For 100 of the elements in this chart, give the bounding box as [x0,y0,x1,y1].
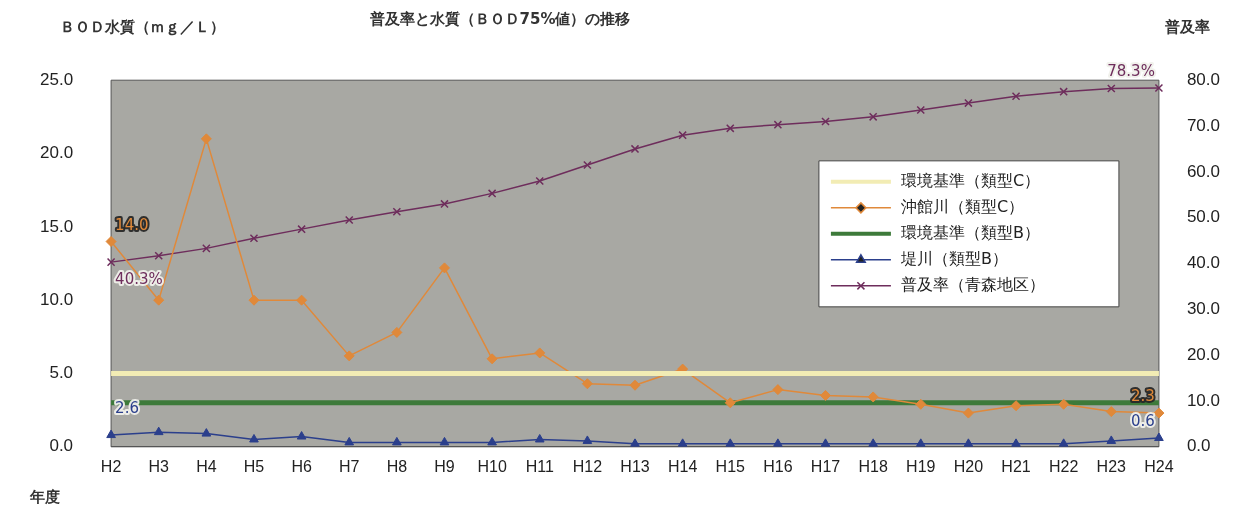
x-tick-label: H6 [291,457,312,475]
point [1154,83,1164,93]
point [153,426,164,436]
point [105,236,117,247]
x-tick-label: H14 [667,457,698,475]
point [153,294,165,306]
y2-tick-label: 70.0 [1186,115,1221,135]
point [391,326,403,338]
y-tick-label: 5.0 [49,363,74,383]
x-tick-label: H3 [148,457,170,475]
y2-tick-label: 40.0 [1186,253,1221,273]
point [249,234,259,243]
point [154,251,163,260]
x-tick-label: H12 [572,457,603,475]
point [582,435,593,444]
point [724,397,736,409]
point [915,398,927,410]
point [1105,406,1117,418]
data-label: 0.6 [1131,412,1155,431]
x-tick-label: H22 [1048,457,1079,475]
point [1058,398,1070,410]
point [440,199,449,209]
point [581,378,593,390]
x-tick-label: H13 [620,457,650,475]
legend-label: 堤川（類型B） [899,249,1008,269]
point [392,436,402,446]
x-tick-label: H20 [953,457,984,475]
point [392,207,402,216]
legend-label: 環境基準（類型B） [900,223,1040,243]
x-tick-label: H11 [525,457,554,475]
y2-axis-title: 普及率 [1165,18,1210,37]
point [249,433,259,443]
point [1106,435,1117,444]
x-axis-title: 年度 [30,488,60,507]
x-tick-label: H15 [715,457,746,475]
point [106,429,116,439]
y2-tick-label: 20.0 [1186,344,1221,364]
y2-tick-label: 30.0 [1186,299,1221,319]
point [200,133,212,145]
y-tick-label: 10.0 [39,289,74,309]
data-label: 78.3% [1107,62,1155,81]
point [1154,432,1164,441]
point [343,350,355,362]
y2-tick-label: 0.0 [1186,436,1211,456]
y-tick-label: 15.0 [39,216,74,236]
point [915,438,926,447]
point [296,431,307,440]
y-tick-label: 0.0 [49,436,74,456]
y-tick-label: 20.0 [39,143,74,163]
x-tick-label: H17 [810,457,841,475]
y2-tick-label: 60.0 [1186,161,1221,181]
point [867,391,879,403]
point [964,98,973,108]
y2-tick-label: 80.0 [1186,69,1221,89]
x-tick-label: H7 [339,457,360,475]
x-tick-label: H18 [858,457,888,475]
x-tick-label: H21 [1001,457,1031,475]
x-tick-label: H8 [386,457,408,475]
point [725,438,736,447]
point [534,347,546,359]
point [868,112,878,122]
point [486,353,498,365]
point [344,215,354,225]
point [630,144,640,154]
x-tick-label: H2 [100,457,122,475]
point [438,262,450,274]
point [868,438,878,447]
point [106,257,116,267]
y2-tick-label: 10.0 [1186,390,1221,410]
point [916,105,926,115]
point [344,436,355,446]
point [1011,438,1021,447]
point [821,117,830,126]
point [1011,91,1021,101]
data-label: 14.0 [115,215,149,234]
x-tick-label: H16 [763,457,793,475]
y2-tick-label: 50.0 [1186,207,1221,227]
legend-label: 環境基準（類型C） [900,171,1041,191]
point [202,244,211,253]
point [630,438,640,447]
x-tick-label: H4 [196,457,217,475]
legend-label: 沖館川（類型C） [900,197,1025,217]
x-tick-label: H10 [477,457,507,475]
point [773,120,783,129]
x-tick-label: H9 [434,457,455,475]
point [678,130,687,140]
point [820,438,831,447]
legend-label: 普及率（青森地区） [900,275,1045,295]
point [535,176,545,186]
point [725,124,735,133]
point [201,428,212,437]
point [963,438,974,447]
point [1107,84,1116,93]
x-tick-label: H5 [243,457,265,475]
point [773,438,783,447]
point [1153,407,1165,419]
point [1059,87,1068,96]
point [297,224,306,234]
chart-title: 普及率と水質（ＢＯＤ75%値）の推移 [369,10,631,28]
point [1010,400,1022,412]
